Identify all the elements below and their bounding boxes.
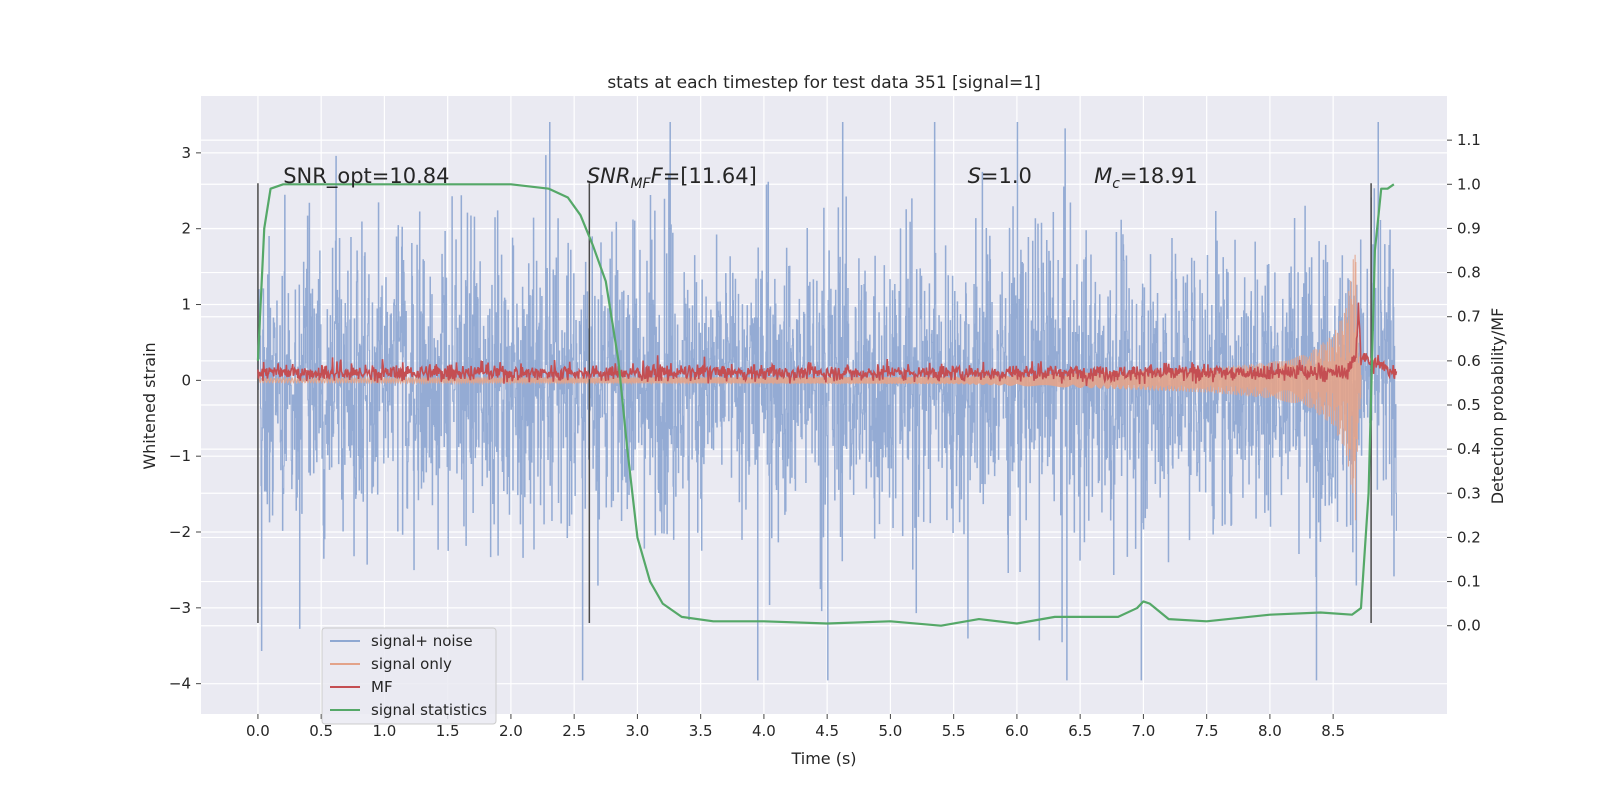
- series-signal-noise: [257, 121, 1397, 681]
- annotation: S=1.0: [968, 164, 1032, 188]
- x-tick-label: 0.0: [246, 722, 270, 740]
- x-tick-label: 1.0: [372, 722, 396, 740]
- annotation: Mc=18.91: [1094, 164, 1198, 192]
- legend-label: MF: [371, 678, 393, 696]
- x-tick-label: 5.0: [878, 722, 902, 740]
- y-tick-label: −1: [169, 447, 191, 465]
- x-tick-label: 7.0: [1131, 722, 1155, 740]
- annotation-prefix: SNR_opt=10.84: [283, 164, 449, 189]
- x-tick-label: 0.5: [309, 722, 333, 740]
- y-tick-label: −3: [169, 599, 191, 617]
- series-mf: [257, 302, 1398, 387]
- right-y-tick-label: 1.0: [1457, 175, 1481, 193]
- legend-label: signal statistics: [371, 701, 487, 719]
- y-tick-label: 3: [181, 144, 191, 162]
- x-tick-label: 6.0: [1005, 722, 1029, 740]
- y-tick-label: 2: [181, 220, 191, 238]
- right-y-axis-ticks: 1.1 1.0 0.9 0.8 0.7 0.6 0.5 0.4 0.3 0.2 0.1 0.0: [1447, 131, 1481, 635]
- x-tick-label: 3.5: [689, 722, 713, 740]
- annotation-prefix: SNR: [587, 164, 631, 188]
- annotation-subscript: MF: [630, 176, 651, 192]
- x-axis-ticks: 0.0 0.5 1.0 1.5 2.0 2.5 3.0 3.5 4.0 4.5 5.0 5.5 6.0 6…: [246, 714, 1345, 740]
- right-y-tick-label: 0.6: [1457, 352, 1481, 370]
- annotation-subscript: c: [1112, 176, 1120, 192]
- y-axis-label: Whitened strain: [140, 342, 159, 469]
- y-tick-label: −2: [169, 523, 191, 541]
- legend-label: signal only: [371, 655, 452, 673]
- x-tick-label: 5.5: [942, 722, 966, 740]
- annotation-prefix: M: [1094, 164, 1112, 188]
- annotation-prefix: S: [968, 164, 981, 188]
- right-y-tick-label: 0.0: [1457, 617, 1481, 635]
- right-y-axis-label: Detection probability/MF: [1488, 308, 1507, 505]
- right-y-tick-label: 0.2: [1457, 528, 1481, 546]
- x-axis-label: Time (s): [790, 749, 856, 768]
- right-y-tick-label: 0.9: [1457, 219, 1481, 237]
- series-signal-statistics: [256, 183, 1395, 627]
- x-tick-label: 3.0: [625, 722, 649, 740]
- legend-box: [321, 627, 497, 725]
- signal-only-line: [257, 254, 1362, 521]
- annotations: SNR_opt=10.84 SNRMFF=[11.64] S=1.0 Mc=18.91: [283, 164, 1197, 192]
- right-y-tick-label: 0.7: [1457, 308, 1481, 326]
- y-axis-ticks: 3 2 1 0 −1 −2 −3 −4: [169, 144, 201, 693]
- x-tick-label: 4.5: [815, 722, 839, 740]
- x-tick-label: 1.5: [436, 722, 460, 740]
- y-tick-label: 1: [181, 296, 191, 314]
- y-tick-label: −4: [169, 675, 191, 693]
- annotation-suffix: F=[11.64]: [651, 164, 757, 188]
- right-y-tick-label: 0.8: [1457, 264, 1481, 282]
- annotation-suffix: =1.0: [981, 164, 1032, 188]
- x-tick-label: 8.0: [1258, 722, 1282, 740]
- x-tick-label: 2.0: [499, 722, 523, 740]
- x-tick-label: 2.5: [562, 722, 586, 740]
- right-y-tick-label: 0.1: [1457, 573, 1481, 591]
- x-tick-label: 6.5: [1068, 722, 1092, 740]
- chart-title: stats at each timestep for test data 351…: [607, 73, 1040, 93]
- right-y-tick-label: 1.1: [1457, 131, 1481, 149]
- right-y-tick-label: 0.4: [1457, 440, 1481, 458]
- legend-label: signal+ noise: [371, 632, 473, 650]
- annotation-suffix: =18.91: [1120, 164, 1198, 188]
- x-tick-label: 8.5: [1321, 722, 1345, 740]
- mf-line: [257, 302, 1398, 387]
- annotation-suffix-f: F: [651, 164, 664, 188]
- signal-noise-line: [257, 121, 1397, 681]
- x-tick-label: 4.0: [752, 722, 776, 740]
- annotation: SNRMFF=[11.64]: [587, 164, 757, 192]
- right-y-tick-label: 0.3: [1457, 484, 1481, 502]
- y-tick-label: 0: [181, 371, 191, 389]
- signal-statistics-line: [256, 183, 1395, 627]
- series-signal-only: [257, 254, 1362, 521]
- x-tick-label: 7.5: [1195, 722, 1219, 740]
- annotation-suffix-rest: =[11.64]: [663, 164, 757, 188]
- right-y-tick-label: 0.5: [1457, 396, 1481, 414]
- legend: signal+ noise signal only MF signal statist…: [321, 627, 497, 725]
- annotation: SNR_opt=10.84: [283, 164, 449, 189]
